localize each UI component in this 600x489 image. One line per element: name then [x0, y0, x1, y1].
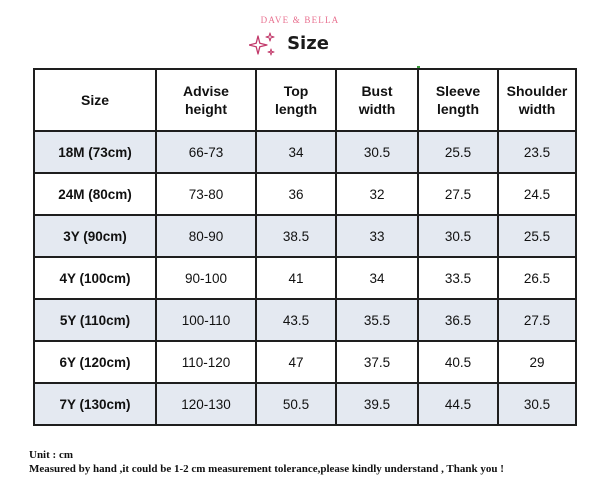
- measurement-disclaimer: Measured by hand ,it could be 1-2 cm mea…: [29, 463, 504, 475]
- brand-name: DAVE & BELLA: [260, 15, 340, 25]
- shoulder-width-cell: 23.5: [497, 130, 577, 174]
- title-row: Size: [0, 30, 600, 58]
- table-row: 6Y (120cm) 110-120 47 37.5 40.5 29: [33, 340, 577, 384]
- size-cell: 5Y (110cm): [33, 298, 157, 342]
- size-cell: 7Y (130cm): [33, 382, 157, 426]
- top-length-cell: 34: [255, 130, 337, 174]
- shoulder-width-cell: 29: [497, 340, 577, 384]
- size-cell: 24M (80cm): [33, 172, 157, 216]
- sleeve-length-cell: 44.5: [417, 382, 499, 426]
- table-row: 3Y (90cm) 80-90 38.5 33 30.5 25.5: [33, 214, 577, 258]
- top-length-cell: 50.5: [255, 382, 337, 426]
- top-length-cell: 38.5: [255, 214, 337, 258]
- sleeve-length-cell: 40.5: [417, 340, 499, 384]
- bust-width-cell: 30.5: [335, 130, 419, 174]
- top-length-cell: 43.5: [255, 298, 337, 342]
- advise-height-cell: 90-100: [155, 256, 257, 300]
- table-row: 18M (73cm) 66-73 34 30.5 25.5 23.5: [33, 130, 577, 174]
- bust-width-cell: 35.5: [335, 298, 419, 342]
- sleeve-length-cell: 27.5: [417, 172, 499, 216]
- advise-height-cell: 80-90: [155, 214, 257, 258]
- advise-height-cell: 110-120: [155, 340, 257, 384]
- size-cell: 6Y (120cm): [33, 340, 157, 384]
- header-bust-width: Bust width: [335, 68, 419, 132]
- table-row: 4Y (100cm) 90-100 41 34 33.5 26.5: [33, 256, 577, 300]
- shoulder-width-cell: 27.5: [497, 298, 577, 342]
- size-table: Size Advise height Top length Bust width…: [33, 68, 577, 426]
- shoulder-width-cell: 26.5: [497, 256, 577, 300]
- header-advise-height: Advise height: [155, 68, 257, 132]
- table-row: 5Y (110cm) 100-110 43.5 35.5 36.5 27.5: [33, 298, 577, 342]
- shoulder-width-cell: 30.5: [497, 382, 577, 426]
- sleeve-length-cell: 36.5: [417, 298, 499, 342]
- sparkle-icon: [249, 32, 275, 56]
- top-length-cell: 47: [255, 340, 337, 384]
- size-cell: 18M (73cm): [33, 130, 157, 174]
- bust-width-cell: 34: [335, 256, 419, 300]
- sleeve-length-cell: 33.5: [417, 256, 499, 300]
- size-cell: 4Y (100cm): [33, 256, 157, 300]
- table-row: 7Y (130cm) 120-130 50.5 39.5 44.5 30.5: [33, 382, 577, 426]
- bust-width-cell: 39.5: [335, 382, 419, 426]
- top-length-cell: 41: [255, 256, 337, 300]
- size-cell: 3Y (90cm): [33, 214, 157, 258]
- bust-width-cell: 37.5: [335, 340, 419, 384]
- bust-width-cell: 33: [335, 214, 419, 258]
- advise-height-cell: 66-73: [155, 130, 257, 174]
- header-sleeve-length: Sleeve length: [417, 68, 499, 132]
- notes: Unit : cm Measured by hand ,it could be …: [29, 448, 504, 476]
- bust-width-cell: 32: [335, 172, 419, 216]
- advise-height-cell: 73-80: [155, 172, 257, 216]
- advise-height-cell: 120-130: [155, 382, 257, 426]
- sleeve-length-cell: 25.5: [417, 130, 499, 174]
- green-mark: [417, 66, 420, 69]
- header-top-length: Top length: [255, 68, 337, 132]
- advise-height-cell: 100-110: [155, 298, 257, 342]
- sleeve-length-cell: 30.5: [417, 214, 499, 258]
- shoulder-width-cell: 25.5: [497, 214, 577, 258]
- table-row: 24M (80cm) 73-80 36 32 27.5 24.5: [33, 172, 577, 216]
- page-title: Size: [287, 33, 329, 54]
- shoulder-width-cell: 24.5: [497, 172, 577, 216]
- header-shoulder-width: Shoulder width: [497, 68, 577, 132]
- header-row: Size Advise height Top length Bust width…: [33, 68, 577, 132]
- header-size: Size: [33, 68, 157, 132]
- unit-note: Unit : cm: [29, 449, 73, 461]
- top-length-cell: 36: [255, 172, 337, 216]
